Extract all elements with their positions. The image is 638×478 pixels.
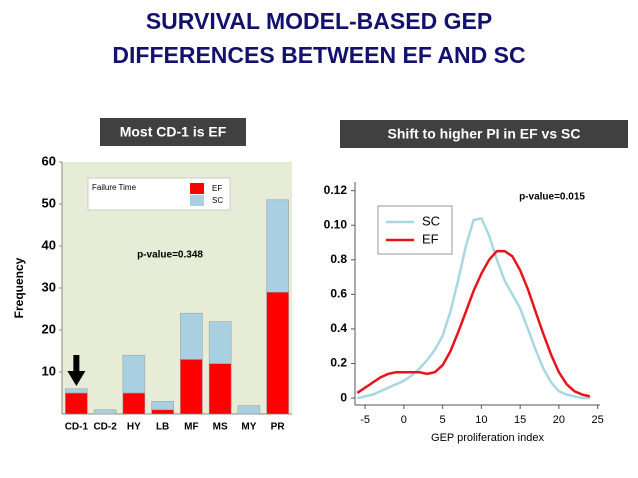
y-tick-label: 20 xyxy=(42,321,56,336)
x-tick-label: CD-2 xyxy=(93,422,117,433)
arrow-head xyxy=(67,371,86,386)
x-tick-label: 10 xyxy=(475,414,487,426)
slide-title: DIFFERENCES BETWEEN EF AND SC xyxy=(112,42,525,68)
chart-heading: Shift to higher PI in EF vs SC xyxy=(388,126,581,142)
x-tick-label: 20 xyxy=(553,414,565,426)
y-tick-label: 60 xyxy=(42,153,56,168)
bar-segment xyxy=(65,388,88,394)
legend-title: Failure Time xyxy=(92,183,137,192)
y-tick-label: 0.6 xyxy=(330,287,347,301)
legend-swatch xyxy=(190,195,204,206)
legend-label: SC xyxy=(422,213,440,228)
line-series xyxy=(357,217,590,400)
y-tick-label: 10 xyxy=(42,363,56,378)
bar-segment xyxy=(122,392,146,415)
x-axis-label: GEP proliferation index xyxy=(431,432,544,444)
y-tick-label: 50 xyxy=(42,195,56,210)
y-tick-label: 30 xyxy=(42,279,56,294)
bar-segment xyxy=(93,409,117,415)
legend-label: SC xyxy=(212,196,223,205)
bar-segment xyxy=(151,409,174,415)
y-tick-label: 40 xyxy=(42,237,56,252)
legend-label: EF xyxy=(212,184,222,193)
x-tick-label: HY xyxy=(127,422,141,433)
bar-segment xyxy=(65,392,88,415)
bar-segment xyxy=(122,354,146,394)
legend-swatch xyxy=(190,183,204,194)
arrow-shaft xyxy=(73,355,80,373)
bar-segment xyxy=(237,405,261,415)
y-axis-label: Frequency xyxy=(12,257,26,318)
legend-box xyxy=(87,177,231,211)
y-tick-label: 0.8 xyxy=(330,252,347,266)
heading-box xyxy=(100,118,246,146)
bar-segment xyxy=(266,199,289,293)
x-tick-label: 25 xyxy=(592,414,604,426)
annotation: p-value=0.348 xyxy=(137,250,203,261)
chart-heading: Most CD-1 is EF xyxy=(120,124,227,140)
y-tick-label: 0.4 xyxy=(330,321,347,335)
x-tick-label: 0 xyxy=(401,414,407,426)
bar-segment xyxy=(208,363,232,415)
x-tick-label: PR xyxy=(271,422,286,433)
legend-label: EF xyxy=(422,231,439,246)
x-tick-label: MY xyxy=(241,422,256,433)
legend-box xyxy=(377,205,453,255)
line-series xyxy=(356,249,591,398)
x-tick-label: 5 xyxy=(440,414,446,426)
annotation: p-value=0.015 xyxy=(519,192,585,203)
bar-segment xyxy=(151,401,174,411)
x-tick-label: CD-1 xyxy=(65,422,89,433)
bar-segment xyxy=(266,291,289,415)
heading-box xyxy=(340,120,628,148)
y-tick-label: 0.2 xyxy=(330,356,347,370)
y-tick-label: 0.10 xyxy=(324,217,348,231)
bar-segment xyxy=(208,321,232,364)
bar-segment xyxy=(180,312,203,360)
x-tick-label: 15 xyxy=(514,414,526,426)
x-tick-label: LB xyxy=(156,422,169,433)
x-tick-label: MS xyxy=(213,422,228,433)
x-tick-label: -5 xyxy=(360,414,370,426)
bar-segment xyxy=(180,359,203,415)
x-tick-label: MF xyxy=(184,422,198,433)
y-tick-label: 0 xyxy=(340,390,347,404)
slide-title: SURVIVAL MODEL-BASED GEP xyxy=(146,8,492,34)
y-tick-label: 0.12 xyxy=(324,183,348,197)
